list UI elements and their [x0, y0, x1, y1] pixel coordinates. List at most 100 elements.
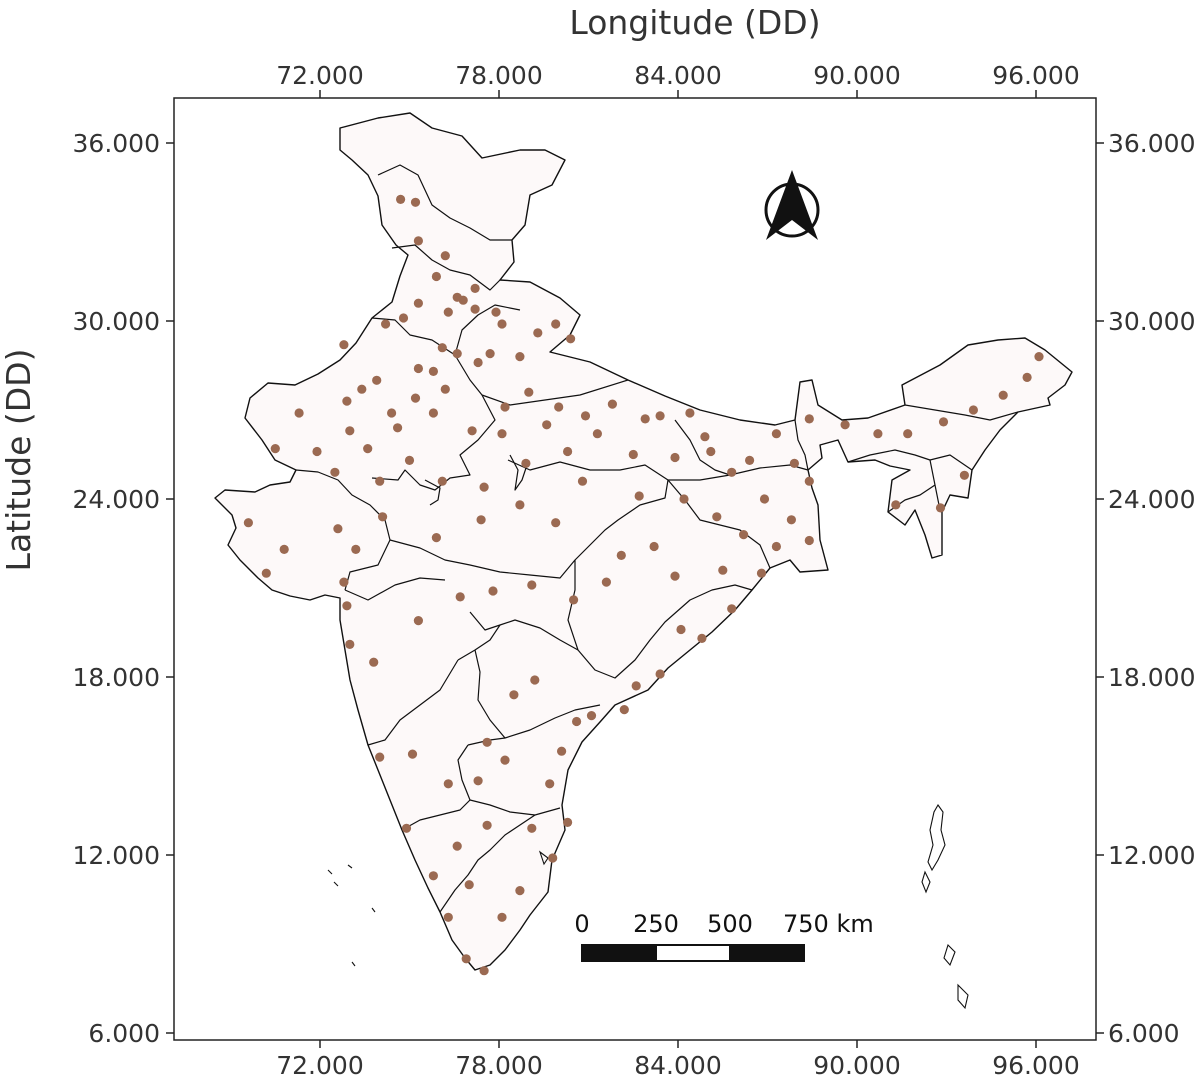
sample-point	[616, 550, 626, 561]
sample-point	[569, 595, 579, 605]
sample-point	[935, 503, 946, 513]
sample-point	[476, 515, 486, 525]
sample-point	[413, 616, 423, 626]
scale-bar-segment	[655, 944, 731, 962]
scale-bar-segment	[729, 944, 805, 962]
sample-point	[533, 328, 543, 338]
sample-point	[759, 494, 770, 504]
sample-point	[938, 417, 949, 427]
sample-point	[789, 458, 800, 468]
y-axis-title: Latitude (DD)	[0, 349, 38, 572]
sample-point	[959, 470, 970, 480]
sample-point	[342, 396, 352, 406]
sample-point	[670, 452, 680, 463]
sample-point	[551, 518, 561, 528]
sample-point	[640, 414, 650, 424]
x-tick-label: 96.000	[992, 61, 1079, 90]
sample-point	[655, 411, 665, 421]
sample-point	[497, 912, 507, 922]
sample-point	[413, 236, 423, 246]
y-tick-label: 6.000	[1108, 1019, 1180, 1048]
sample-point	[727, 467, 737, 477]
sample-point	[700, 432, 710, 442]
sample-point	[470, 283, 480, 293]
india-outline	[214, 112, 1073, 971]
x-ticks-top: 72.000 78.000 84.000 90.000 96.000	[276, 61, 1080, 98]
scale-label-0: 0	[574, 910, 589, 938]
sample-point	[294, 408, 304, 418]
y-tick-label: 36.000	[1108, 129, 1195, 158]
sample-point	[497, 319, 507, 329]
sample-point	[393, 423, 403, 433]
sample-point	[649, 541, 659, 552]
sample-point	[655, 669, 665, 679]
sample-point	[563, 446, 573, 457]
sample-point	[903, 429, 913, 439]
sample-point	[410, 197, 421, 207]
x-tick-label: 84.000	[634, 1051, 721, 1080]
sample-point	[401, 823, 412, 833]
sample-point	[521, 458, 531, 468]
sample-point	[527, 823, 537, 833]
sample-point	[631, 681, 641, 691]
sample-point	[485, 349, 495, 359]
sample-point	[464, 880, 474, 890]
sample-point	[428, 366, 438, 376]
sample-point	[387, 408, 397, 418]
sample-point	[488, 586, 498, 596]
sample-point	[628, 449, 638, 460]
sample-point	[413, 363, 423, 374]
sample-point	[452, 292, 462, 302]
x-tick-label: 78.000	[455, 61, 542, 90]
sample-point	[727, 604, 737, 614]
y-tick-label: 18.000	[1108, 663, 1195, 692]
y-ticks-left: 36.000 30.000 24.000 18.000 12.000 6.000	[73, 129, 174, 1048]
sample-point	[619, 705, 629, 715]
y-tick-label: 36.000	[73, 129, 160, 158]
sample-point	[500, 755, 510, 765]
sample-point	[404, 455, 415, 465]
sample-point	[804, 535, 814, 546]
sample-point	[339, 577, 349, 587]
sample-point	[428, 408, 438, 418]
y-tick-label: 6.000	[88, 1019, 160, 1048]
sample-points	[243, 194, 1044, 976]
sample-point	[357, 384, 367, 394]
sample-point	[554, 402, 564, 412]
sample-point	[369, 657, 379, 667]
sample-point	[679, 494, 689, 504]
x-tick-label: 78.000	[455, 1051, 542, 1080]
x-axis-title: Longitude (DD)	[569, 3, 820, 42]
sample-point	[440, 251, 450, 261]
sample-point	[482, 737, 492, 747]
islands	[327, 803, 969, 1010]
sample-point	[378, 512, 388, 522]
sample-point	[479, 482, 489, 492]
sample-point	[685, 408, 695, 418]
sample-point	[351, 544, 361, 555]
sample-point	[586, 711, 597, 721]
sample-point	[580, 411, 591, 421]
y-tick-label: 30.000	[73, 307, 160, 336]
sample-point	[572, 716, 582, 727]
sample-point	[431, 533, 441, 543]
sample-point	[771, 429, 782, 439]
sample-point	[557, 746, 567, 756]
sample-point	[527, 580, 537, 590]
sample-point	[470, 304, 480, 314]
sample-point	[756, 568, 767, 578]
y-tick-label: 24.000	[73, 485, 160, 514]
sample-point	[804, 414, 814, 424]
y-ticks-right: 36.000 30.000 24.000 18.000 12.000 6.000	[1096, 129, 1195, 1048]
sample-point	[500, 402, 510, 412]
sample-point	[407, 749, 418, 759]
sample-point	[312, 446, 322, 457]
sample-point	[840, 420, 850, 430]
sample-point	[509, 690, 519, 700]
y-tick-label: 12.000	[73, 841, 160, 870]
sample-point	[467, 426, 477, 436]
sample-point	[706, 446, 716, 457]
sample-point	[473, 357, 483, 368]
map-frame	[173, 97, 1097, 1041]
